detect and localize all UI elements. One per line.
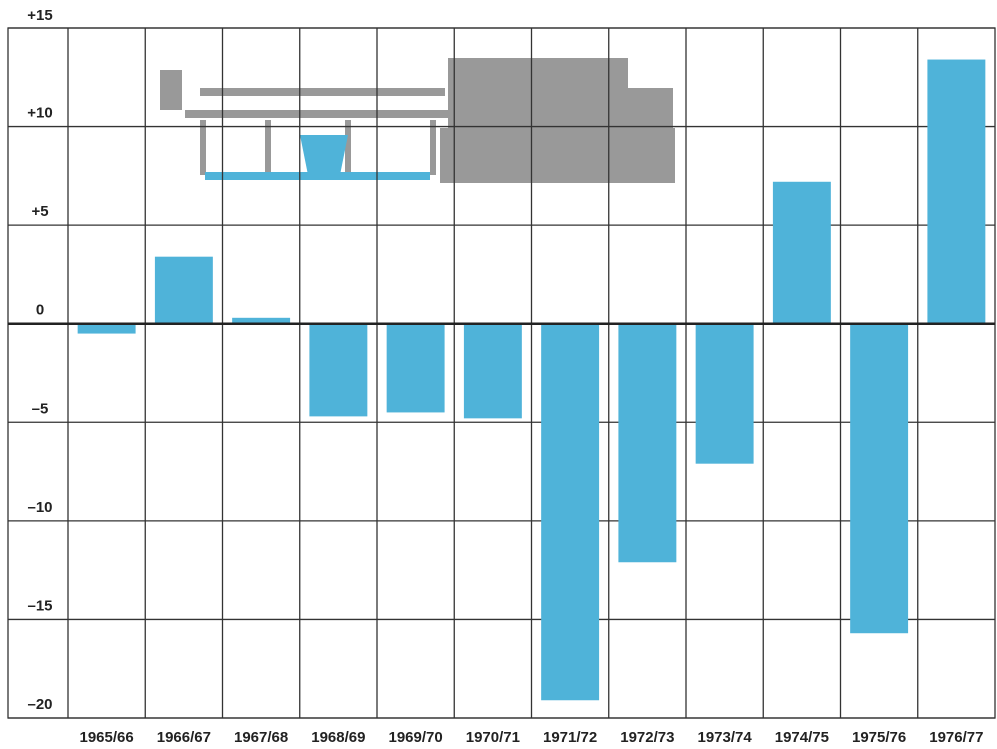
bar <box>232 317 291 324</box>
x-tick-label: 1970/71 <box>466 729 520 746</box>
bar <box>77 323 136 334</box>
x-tick-label: 1967/68 <box>234 729 288 746</box>
x-tick-label: 1976/77 <box>929 729 983 746</box>
bar <box>541 323 600 701</box>
x-tick-label: 1972/73 <box>620 729 674 746</box>
bar <box>927 59 986 324</box>
y-tick-label: 0 <box>36 302 44 319</box>
y-tick-label: +10 <box>27 105 52 122</box>
y-tick-label: +15 <box>27 7 52 24</box>
bar <box>154 256 213 324</box>
x-tick-label: 1969/70 <box>389 729 443 746</box>
x-tick-label: 1973/74 <box>698 729 753 746</box>
y-tick-label: –20 <box>27 696 52 713</box>
x-tick-label: 1968/69 <box>311 729 365 746</box>
x-tick-label: 1965/66 <box>80 729 134 746</box>
x-tick-label: 1971/72 <box>543 729 597 746</box>
y-tick-label: –10 <box>27 499 52 516</box>
y-tick-label: –15 <box>27 597 52 614</box>
y-tick-label: –5 <box>32 400 49 417</box>
bar <box>695 323 754 464</box>
x-tick-label: 1974/75 <box>775 729 829 746</box>
bar <box>772 181 831 324</box>
bar <box>850 323 909 634</box>
bar <box>309 323 368 417</box>
x-tick-label: 1975/76 <box>852 729 906 746</box>
bar <box>618 323 677 563</box>
x-tick-label: 1966/67 <box>157 729 211 746</box>
bar <box>386 323 445 413</box>
illustration <box>160 58 675 183</box>
bar <box>463 323 522 419</box>
y-tick-label: +5 <box>31 203 48 220</box>
